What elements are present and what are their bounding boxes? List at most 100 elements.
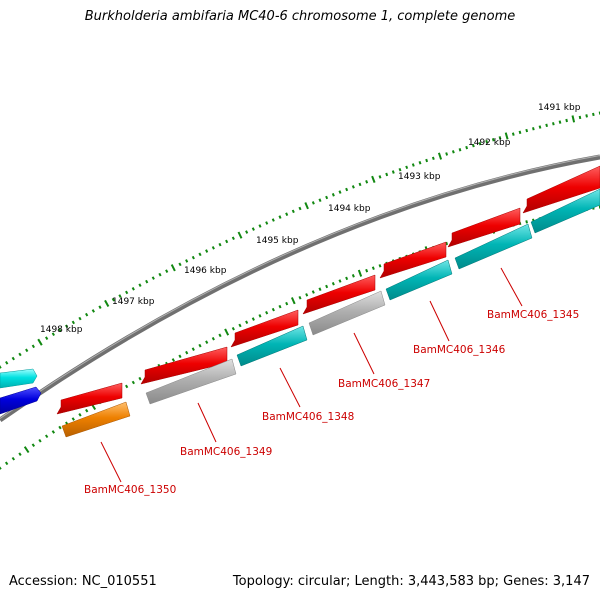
gene-arrow[interactable]: [61, 401, 131, 438]
scale-label: 1496 kbp: [184, 266, 227, 276]
gene-arrow[interactable]: [379, 241, 447, 279]
minor-tick: [91, 309, 95, 313]
minor-tick: [565, 118, 568, 123]
gene-arrow[interactable]: [522, 165, 600, 214]
gene-label[interactable]: BamMC406_1346: [413, 344, 506, 356]
minor-tick: [271, 307, 275, 312]
minor-tick: [491, 138, 495, 142]
gene-arrow[interactable]: [230, 309, 299, 348]
minor-tick: [111, 297, 115, 302]
minor-tick: [385, 172, 389, 177]
minor-tick: [338, 279, 342, 283]
gene-arrow[interactable]: [530, 188, 600, 234]
minor-tick: [265, 310, 269, 315]
minor-tick: [71, 320, 75, 325]
minor-tick: [258, 314, 262, 318]
minor-tick: [71, 417, 75, 421]
minor-tick: [311, 290, 315, 294]
major-tick: [504, 132, 509, 140]
minor-tick: [331, 193, 335, 197]
minor-tick: [231, 236, 235, 241]
gene-label[interactable]: BamMC406_1347: [338, 378, 430, 390]
gene-arrow[interactable]: [385, 259, 453, 301]
minor-tick: [391, 170, 395, 174]
minor-tick: [271, 218, 275, 222]
major-tick: [224, 328, 230, 336]
minor-tick: [0, 365, 2, 369]
gene-label[interactable]: BamMC406_1349: [180, 446, 272, 458]
minor-tick: [18, 452, 22, 456]
minor-tick: [298, 295, 302, 300]
minor-tick: [211, 246, 215, 250]
gene-arrow[interactable]: [0, 386, 42, 415]
minor-tick: [431, 156, 435, 161]
minor-tick: [325, 195, 329, 200]
minor-tick: [138, 283, 142, 287]
minor-tick: [592, 112, 595, 117]
gene-arrow[interactable]: [0, 368, 38, 389]
gene-label[interactable]: BamMC406_1345: [487, 309, 579, 321]
minor-tick: [278, 215, 282, 219]
minor-tick: [31, 443, 36, 447]
forward-strand-genes: [0, 165, 600, 415]
gene-arrow[interactable]: [145, 358, 237, 405]
minor-tick: [585, 114, 588, 118]
minor-tick: [545, 123, 548, 128]
scale-label: 1493 kbp: [398, 172, 441, 182]
minor-tick: [318, 198, 322, 202]
minor-tick: [365, 180, 369, 184]
minor-tick: [285, 301, 289, 306]
outer-scale-ticks: [0, 111, 600, 369]
minor-tick: [238, 323, 242, 328]
gene-arrow[interactable]: [302, 274, 376, 315]
gene-arrow[interactable]: [308, 290, 386, 336]
minor-tick: [145, 279, 149, 284]
minor-tick: [311, 201, 315, 205]
minor-tick: [451, 150, 455, 154]
genome-summary-text: Topology: circular; Length: 3,443,583 bp…: [232, 574, 590, 589]
scale-label: 1494 kbp: [328, 204, 371, 214]
gene-arrow[interactable]: [447, 207, 521, 248]
minor-tick: [358, 182, 362, 187]
gene-arrow[interactable]: [454, 223, 533, 270]
minor-tick: [285, 212, 289, 216]
minor-tick: [265, 221, 269, 225]
minor-tick: [205, 340, 209, 344]
minor-tick: [411, 163, 415, 167]
gene-arrow[interactable]: [56, 382, 123, 415]
minor-tick: [25, 348, 29, 353]
minor-tick: [518, 130, 522, 135]
minor-tick: [485, 139, 489, 144]
gene-label[interactable]: BamMC406_1348: [262, 411, 354, 423]
major-tick: [371, 175, 376, 183]
minor-tick: [445, 152, 449, 156]
minor-tick: [78, 413, 82, 417]
gene-arrow[interactable]: [236, 325, 308, 367]
minor-tick: [191, 255, 195, 260]
major-tick: [304, 202, 309, 210]
gene-arrow[interactable]: [140, 346, 228, 385]
scale-label: 1495 kbp: [256, 236, 299, 246]
genome-backbone-highlight: [0, 155, 600, 419]
minor-tick: [458, 148, 462, 152]
map-title: Burkholderia ambifaria MC40-6 chromosome…: [84, 9, 516, 24]
minor-tick: [378, 175, 382, 179]
gene-label[interactable]: BamMC406_1350: [84, 484, 176, 496]
minor-tick: [538, 125, 542, 129]
major-tick: [237, 231, 243, 239]
genome-backbone: [0, 154, 600, 423]
minor-tick: [291, 209, 295, 214]
major-tick: [290, 297, 296, 305]
minor-tick: [218, 242, 222, 247]
minor-tick: [471, 143, 475, 148]
minor-tick: [525, 220, 528, 224]
minor-tick: [38, 438, 42, 443]
scale-label: 1497 kbp: [112, 297, 155, 307]
minor-tick: [511, 132, 515, 136]
major-tick: [357, 269, 363, 277]
minor-tick: [245, 320, 249, 325]
minor-tick: [298, 206, 302, 211]
minor-tick: [532, 127, 535, 131]
minor-tick: [85, 408, 89, 413]
